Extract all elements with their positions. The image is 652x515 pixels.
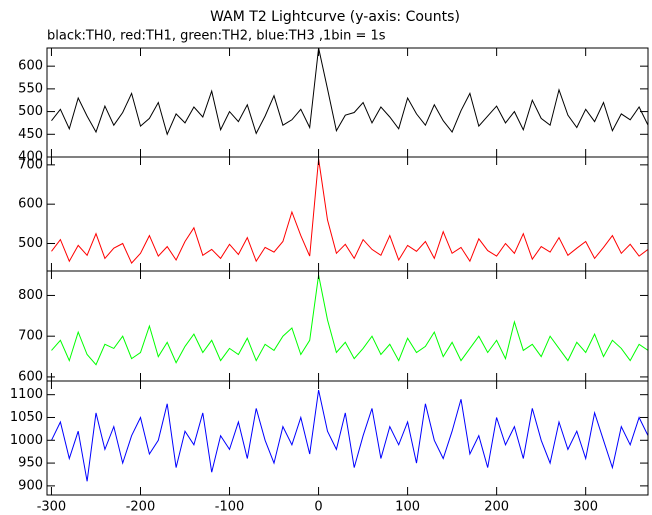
chart-title: WAM T2 Lightcurve (y-axis: Counts): [210, 9, 460, 25]
y-tick-label: 400: [18, 150, 43, 165]
panel-frame: [46, 47, 649, 158]
y-tick-label: 600: [18, 369, 43, 384]
y-tick-label: 950: [18, 456, 43, 471]
y-tick-label: 900: [18, 478, 43, 493]
x-tick-label: -200: [126, 500, 156, 515]
y-tick-label: 700: [18, 329, 43, 344]
x-tick-label: 100: [395, 500, 420, 515]
y-tick-label: 1000: [10, 433, 43, 448]
y-tick-label: 500: [18, 104, 43, 119]
y-tick-label: 500: [18, 236, 43, 251]
y-tick-label: 1100: [10, 387, 43, 402]
x-tick-label: 0: [314, 500, 322, 515]
chart-subtitle: black:TH0, red:TH1, green:TH2, blue:TH3 …: [47, 29, 386, 44]
series-line: [51, 158, 648, 264]
y-tick-label: 800: [18, 288, 43, 303]
x-tick-label: -100: [215, 500, 245, 515]
y-tick-label: 1050: [10, 410, 43, 425]
series-line: [51, 48, 648, 136]
panel-frame: [46, 380, 649, 496]
x-tick-label: 300: [573, 500, 598, 515]
y-tick-label: 700: [18, 157, 43, 172]
y-tick-label: 600: [18, 197, 43, 212]
y-tick-label: 600: [18, 59, 43, 74]
y-tick-label: 450: [18, 127, 43, 142]
series-line: [51, 275, 648, 366]
y-tick-label: 550: [18, 81, 43, 96]
x-tick-label: 200: [484, 500, 509, 515]
x-tick-label: -300: [37, 500, 67, 515]
panel-frame: [46, 156, 649, 272]
series-line: [51, 389, 648, 482]
panel-frame: [46, 270, 649, 382]
